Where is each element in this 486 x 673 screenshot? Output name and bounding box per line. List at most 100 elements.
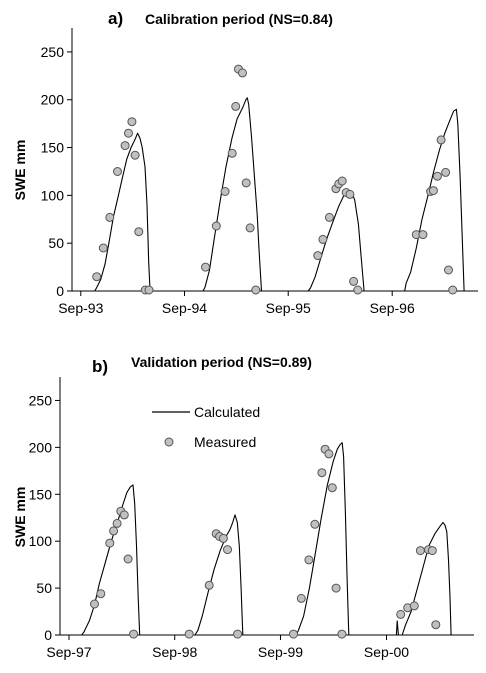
panel-b-measured-point bbox=[310, 519, 320, 529]
panel-a-measured-point bbox=[444, 265, 453, 275]
panel-b-measured-point bbox=[327, 483, 337, 493]
panel-b-measured-point bbox=[119, 510, 129, 520]
panel-b-x-tick-label: Sep-00 bbox=[364, 644, 409, 660]
panel-b-y-tick-label: 150 bbox=[29, 486, 53, 502]
legend-marker-swatch bbox=[164, 437, 174, 447]
legend-label-measured: Measured bbox=[194, 434, 256, 450]
panel-b-validation: b) Validation period (NS=0.89) SWE mm 0 5… bbox=[12, 354, 474, 660]
panel-a-y-tick-label: 0 bbox=[56, 283, 64, 299]
panel-b-measured-point bbox=[289, 629, 298, 639]
panel-b-y-axis-label: SWE mm bbox=[12, 487, 28, 548]
panel-a-measured-point bbox=[144, 285, 154, 295]
panel-b-x-tick-label: Sep-99 bbox=[258, 644, 303, 660]
panel-a-y-tick-label: 100 bbox=[41, 187, 65, 203]
panel-b-y-tick-label: 0 bbox=[44, 627, 52, 643]
panel-b-measured-point bbox=[431, 620, 441, 630]
panel-b-measured-point bbox=[324, 449, 334, 459]
panel-a-measured-point bbox=[313, 251, 323, 261]
panel-a-measured-point bbox=[428, 186, 438, 196]
panel-a-measured-point bbox=[418, 230, 428, 240]
panel-b-measured-point bbox=[204, 580, 214, 590]
panel-b-measured-point bbox=[337, 629, 347, 639]
panel-b-measured-point bbox=[123, 554, 133, 564]
panel-b-plot-area bbox=[60, 442, 474, 639]
panel-a-label: a) bbox=[108, 9, 123, 28]
panel-b-x-ticks: Sep-97 Sep-98 Sep-99 Sep-00 bbox=[46, 635, 409, 660]
panel-a-measured-point bbox=[324, 212, 334, 222]
panel-a-x-ticks: Sep-93 Sep-94 Sep-95 Sep-96 bbox=[58, 291, 415, 316]
panel-a-measured-point bbox=[432, 171, 442, 181]
panel-b-measured-point bbox=[415, 546, 425, 556]
panel-a-measured-point bbox=[211, 221, 221, 231]
panel-b-measured-point bbox=[96, 589, 106, 599]
panel-a-measured-point bbox=[98, 243, 108, 253]
panel-a-calibration: a) Calibration period (NS=0.84) SWE mm 0… bbox=[12, 9, 478, 316]
panel-a-x-tick-label: Sep-95 bbox=[266, 300, 311, 316]
panel-b-measured-point bbox=[129, 629, 139, 639]
panel-b-x-tick-label: Sep-97 bbox=[46, 644, 91, 660]
panel-b-measured-point bbox=[218, 533, 228, 543]
panel-a-x-tick-label: Sep-94 bbox=[162, 300, 207, 316]
panel-a-measured-point bbox=[238, 68, 247, 78]
panel-b-measured-point bbox=[184, 629, 194, 639]
legend-label-calculated: Calculated bbox=[194, 404, 260, 420]
panel-a-measured-point bbox=[318, 234, 328, 244]
panel-b-measured-point bbox=[304, 555, 314, 565]
panel-b-measured-point bbox=[396, 609, 406, 619]
panel-b-y-tick-label: 50 bbox=[36, 580, 52, 596]
panel-a-y-axis-label: SWE mm bbox=[12, 140, 28, 201]
panel-a-measured-point bbox=[337, 176, 347, 186]
panel-a-calculated-line bbox=[72, 97, 478, 292]
panel-a-measured-point bbox=[245, 223, 255, 233]
panel-a-measured-point bbox=[113, 167, 122, 176]
panel-b-measured-point bbox=[317, 468, 327, 478]
panel-b-x-tick-label: Sep-98 bbox=[152, 644, 197, 660]
panel-a-plot-area bbox=[72, 64, 478, 295]
panel-b-measured-point bbox=[105, 538, 115, 548]
panel-b-measured-point bbox=[109, 526, 119, 536]
panel-b-measured-point bbox=[233, 629, 243, 639]
panel-a-measured-point bbox=[124, 128, 133, 138]
panel-a-measured-point bbox=[130, 150, 140, 160]
panel-b-y-tick-label: 250 bbox=[29, 392, 53, 408]
panel-b-measured-point bbox=[296, 593, 306, 603]
panel-a-measured-point bbox=[441, 167, 451, 177]
panel-b-measured-point bbox=[331, 583, 341, 593]
panel-b-y-tick-label: 100 bbox=[29, 533, 53, 549]
panel-a-y-ticks: 0 50 100 150 200 250 bbox=[41, 44, 72, 299]
panel-a-measured-point bbox=[241, 178, 251, 188]
panel-a-measured-point bbox=[251, 285, 261, 295]
panel-a-measured-point bbox=[345, 189, 355, 199]
panel-a-y-tick-label: 200 bbox=[41, 92, 65, 108]
panel-a-x-tick-label: Sep-96 bbox=[370, 300, 415, 316]
panel-b-title: Validation period (NS=0.89) bbox=[131, 354, 312, 370]
panel-b-measured-point bbox=[409, 601, 419, 611]
panel-a-y-tick-label: 150 bbox=[41, 140, 65, 156]
panel-a-measured-point bbox=[436, 135, 446, 145]
panel-a-measured-point bbox=[231, 101, 241, 111]
panel-b-measured-point bbox=[90, 599, 99, 609]
legend: Calculated Measured bbox=[152, 404, 260, 450]
panel-a-measured-point bbox=[448, 285, 458, 295]
panel-a-measured-point bbox=[134, 227, 144, 237]
panel-a-title: Calibration period (NS=0.84) bbox=[145, 11, 333, 27]
panel-a-measured-point bbox=[105, 212, 115, 222]
panel-a-measured-point bbox=[220, 187, 230, 196]
panel-a-measured-point bbox=[201, 262, 210, 272]
panel-b-measured-point bbox=[112, 518, 122, 528]
panel-b-y-ticks: 0 50 100 150 200 250 bbox=[29, 392, 60, 643]
panel-a-y-tick-label: 50 bbox=[48, 235, 64, 251]
panel-b-measured-point bbox=[427, 546, 437, 556]
panel-a-y-tick-label: 250 bbox=[41, 44, 65, 60]
panel-b-measured-point bbox=[223, 545, 232, 555]
panel-a-measured-point bbox=[349, 276, 359, 286]
panel-b-label: b) bbox=[92, 357, 108, 376]
panel-a-measured-point bbox=[227, 148, 237, 158]
panel-a-measured-point bbox=[127, 117, 137, 127]
panel-a-x-tick-label: Sep-93 bbox=[58, 300, 103, 316]
panel-a-measured-point bbox=[92, 272, 102, 282]
panel-a-measured-point bbox=[120, 141, 130, 151]
panel-a-measured-point bbox=[353, 285, 363, 295]
panel-b-y-tick-label: 200 bbox=[29, 439, 53, 455]
